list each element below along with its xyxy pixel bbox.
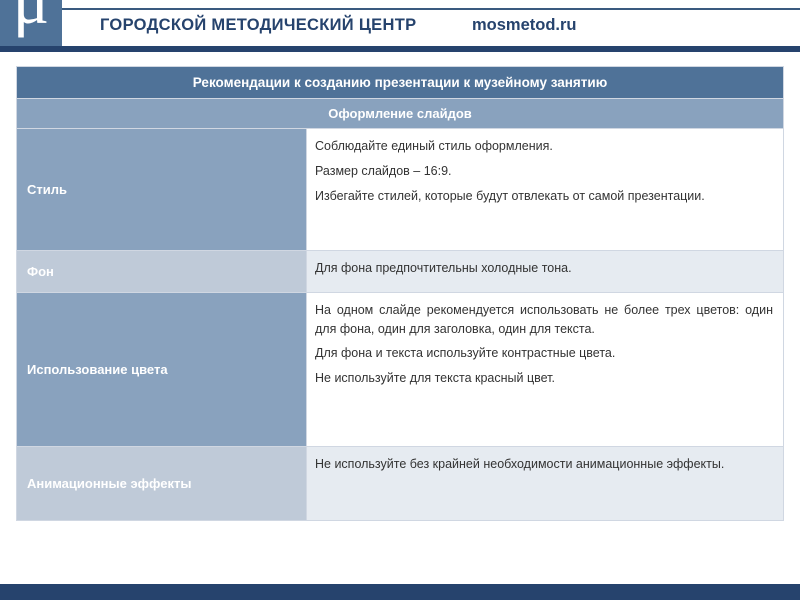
recommendations-table: Рекомендации к созданию презентации к му…: [16, 66, 784, 521]
paragraph: Для фона и текста используйте контрастны…: [315, 344, 773, 363]
paragraph: Соблюдайте единый стиль оформления.: [315, 137, 773, 156]
table-row: Анимационные эффекты Не используйте без …: [17, 446, 784, 520]
content-area: Рекомендации к созданию презентации к му…: [0, 48, 800, 521]
row-label-style: Стиль: [17, 129, 307, 251]
paragraph: Размер слайдов – 16:9.: [315, 162, 773, 181]
page-header: μ ГОРОДСКОЙ МЕТОДИЧЕСКИЙ ЦЕНТР mosmetod.…: [0, 0, 800, 48]
table-row: Фон Для фона предпочтительны холодные то…: [17, 251, 784, 293]
table-title: Рекомендации к созданию презентации к му…: [17, 67, 784, 99]
paragraph: Избегайте стилей, которые будут отвлекат…: [315, 187, 773, 206]
paragraph: На одном слайде рекомендуется использова…: [315, 301, 773, 339]
row-value-style: Соблюдайте единый стиль оформления. Разм…: [307, 129, 784, 251]
table-row: Использование цвета На одном слайде реко…: [17, 292, 784, 446]
paragraph: Не используйте без крайней необходимости…: [315, 455, 773, 474]
logo: μ: [0, 0, 62, 48]
org-title: ГОРОДСКОЙ МЕТОДИЧЕСКИЙ ЦЕНТР: [100, 16, 416, 35]
row-label-color: Использование цвета: [17, 292, 307, 446]
row-value-color: На одном слайде рекомендуется использова…: [307, 292, 784, 446]
footer-bar: [0, 584, 800, 600]
row-label-anim: Анимационные эффекты: [17, 446, 307, 520]
table-row: Стиль Соблюдайте единый стиль оформления…: [17, 129, 784, 251]
header-rule-top: [62, 8, 800, 10]
logo-letter: μ: [13, 0, 49, 19]
row-value-anim: Не используйте без крайней необходимости…: [307, 446, 784, 520]
row-label-bg: Фон: [17, 251, 307, 293]
row-value-bg: Для фона предпочтительны холодные тона.: [307, 251, 784, 293]
org-domain: mosmetod.ru: [472, 16, 577, 35]
paragraph: Не используйте для текста красный цвет.: [315, 369, 773, 388]
table-subtitle: Оформление слайдов: [17, 99, 784, 129]
paragraph: Для фона предпочтительны холодные тона.: [315, 259, 773, 278]
header-rule-bottom: [0, 46, 800, 52]
